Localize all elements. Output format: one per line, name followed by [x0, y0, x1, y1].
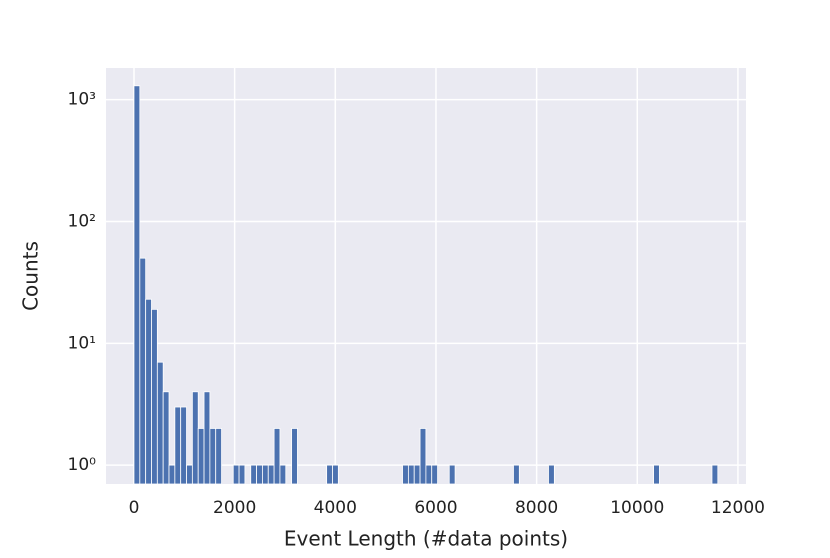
- x-axis-label: Event Length (#data points): [284, 527, 568, 551]
- bar: [267, 464, 275, 485]
- bar: [203, 391, 211, 485]
- bar: [279, 464, 287, 485]
- bar: [711, 464, 719, 485]
- bar: [151, 308, 158, 485]
- x-tick-label: 0: [129, 498, 140, 518]
- x-tick-label: 2000: [213, 498, 256, 518]
- bar: [407, 464, 415, 485]
- x-tick-label: 4000: [314, 498, 357, 518]
- bar: [262, 464, 269, 485]
- bar: [548, 464, 555, 485]
- plot-area: [106, 68, 746, 484]
- x-tick-label: 6000: [414, 498, 457, 518]
- bar: [326, 464, 333, 485]
- bar: [162, 391, 170, 485]
- bar: [653, 464, 660, 485]
- bar: [250, 464, 257, 485]
- bar: [513, 464, 520, 485]
- bar: [186, 464, 193, 485]
- bar: [209, 428, 217, 485]
- x-tick-label: 8000: [515, 498, 558, 518]
- y-tick-label: 10²: [68, 211, 96, 231]
- bar: [145, 298, 152, 485]
- bar: [191, 391, 199, 485]
- bar: [448, 464, 456, 485]
- bar: [238, 464, 246, 485]
- bar: [180, 406, 187, 485]
- y-tick-label: 10³: [68, 90, 96, 110]
- bar: [139, 257, 147, 485]
- bar: [291, 428, 298, 485]
- bar: [425, 464, 433, 485]
- bar: [197, 428, 205, 485]
- bar: [402, 464, 409, 485]
- bar: [133, 85, 141, 485]
- y-tick-label: 10⁰: [68, 455, 97, 475]
- bar: [431, 464, 438, 485]
- bar: [232, 464, 240, 485]
- bar: [332, 464, 339, 485]
- y-tick-label: 10¹: [68, 333, 96, 353]
- bar: [174, 406, 182, 485]
- bar: [256, 464, 263, 485]
- bar: [419, 428, 427, 485]
- bar: [156, 361, 164, 485]
- bar: [273, 428, 281, 485]
- bar: [413, 464, 421, 485]
- x-tick-label: 10000: [610, 498, 664, 518]
- x-tick-label: 12000: [711, 498, 765, 518]
- y-axis-label: Counts: [19, 241, 43, 311]
- bar: [168, 464, 176, 485]
- bar: [215, 428, 222, 485]
